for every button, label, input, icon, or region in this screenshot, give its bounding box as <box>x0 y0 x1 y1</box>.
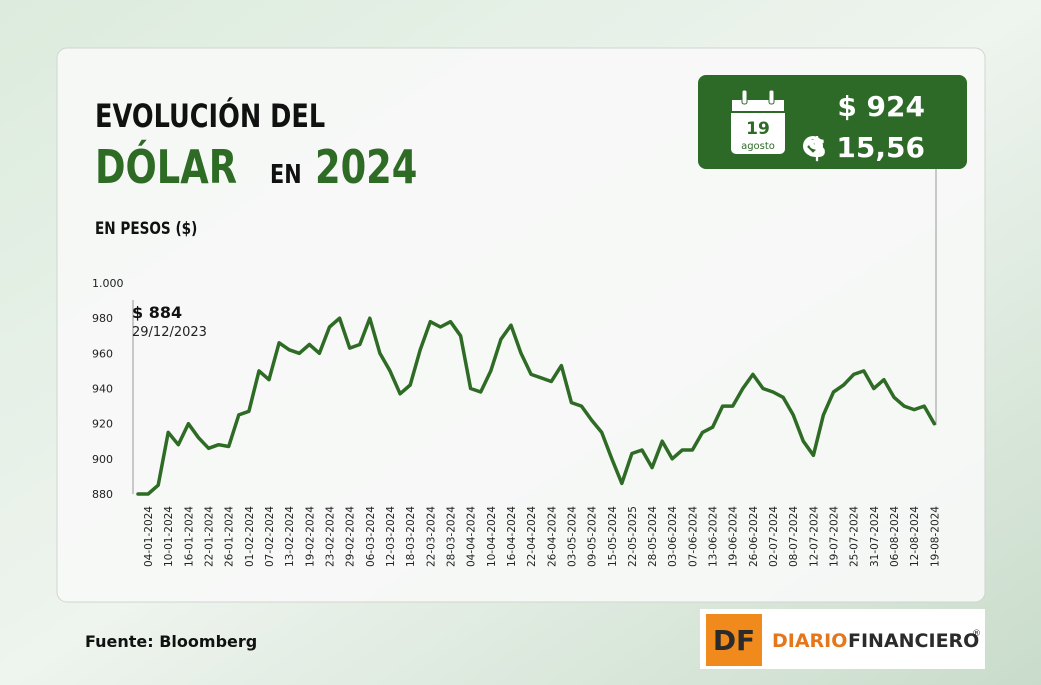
calendar-top <box>730 98 786 113</box>
y-tick-label: 940 <box>92 382 113 395</box>
y-tick-label: 920 <box>92 418 113 431</box>
x-tick-label: 13-06-2024 <box>708 506 720 567</box>
x-tick-label: 25-07-2024 <box>849 506 861 567</box>
calendar-ring <box>741 89 748 105</box>
x-tick-label: 28-05-2024 <box>647 506 659 567</box>
logo-mark: DF <box>713 624 755 657</box>
x-tick-label: 15-05-2024 <box>607 506 619 567</box>
x-tick-label: 06-08-2024 <box>889 506 901 567</box>
x-tick-label: 16-01-2024 <box>183 506 195 567</box>
title-line1: EVOLUCIÓN DEL <box>95 97 325 135</box>
title-word: DÓLAR <box>95 140 237 194</box>
x-tick-label: 18-03-2024 <box>405 506 417 567</box>
x-tick-label: 29-02-2024 <box>345 506 357 567</box>
annotation-date: 29/12/2023 <box>132 325 207 340</box>
stat-box: 19 agosto $ 924 $ 15,56 <box>698 75 967 169</box>
y-tick-label: 980 <box>92 312 113 325</box>
stat-price: $ 924 <box>837 90 925 123</box>
x-tick-label: 01-02-2024 <box>244 506 256 567</box>
logo-square <box>706 614 762 666</box>
x-tick-label: 04-04-2024 <box>466 506 478 567</box>
x-tick-label: 19-07-2024 <box>829 506 841 567</box>
x-tick-label: 07-02-2024 <box>264 506 276 567</box>
x-tick-label: 07-06-2024 <box>687 506 699 567</box>
stat-change: $ 15,56 <box>807 131 925 164</box>
y-tick-label: 900 <box>92 453 113 466</box>
y-tick-label: 1.000 <box>92 277 124 290</box>
x-tick-label: 23-02-2024 <box>325 506 337 567</box>
source: Fuente: Bloomberg <box>85 632 257 651</box>
line <box>136 316 937 496</box>
x-tick-label: 03-05-2024 <box>566 506 578 567</box>
x-tick-label: 22-03-2024 <box>425 506 437 567</box>
calendar-ring <box>768 89 775 105</box>
x-tick-label: 09-05-2024 <box>587 506 599 567</box>
x-tick-label: 08-07-2024 <box>788 506 800 567</box>
x-tick-label: 26-04-2024 <box>546 506 558 567</box>
x-tick-label: 13-02-2024 <box>284 506 296 567</box>
stat-day: 19 <box>746 119 770 139</box>
down-arrow <box>807 139 819 153</box>
x-tick-label: 12-08-2024 <box>909 506 921 567</box>
x-tick-label: 19-06-2024 <box>728 506 740 567</box>
x-tick-label: 19-02-2024 <box>304 506 316 567</box>
title: EVOLUCIÓN DEL DÓLAR EN 2024 EN PESOS ($) <box>95 97 417 238</box>
x-tick-label: 22-04-2024 <box>526 506 538 567</box>
x-tick-label: 12-03-2024 <box>385 506 397 567</box>
x-tick-label: 04-01-2024 <box>143 506 155 567</box>
x-tick-label: 28-03-2024 <box>445 506 457 567</box>
plot: 880 900 920 940 960 980 1.000 04-01-2024 10-01-2… <box>92 277 941 567</box>
logo-word1: DIARIO <box>772 630 847 652</box>
x-tick-label: 10-01-2024 <box>163 506 175 567</box>
title-en: EN <box>270 159 302 190</box>
logo-reg: ® <box>972 629 981 639</box>
annotation-value: $ 884 <box>132 303 182 322</box>
stat-month: agosto <box>741 141 775 152</box>
x-tick-label: 31-07-2024 <box>869 506 881 567</box>
x-tick-label: 12-07-2024 <box>808 506 820 567</box>
y-tick-label: 880 <box>92 488 113 501</box>
x-tick-label: 02-07-2024 <box>768 506 780 567</box>
x-tick-label: 26-06-2024 <box>748 506 760 567</box>
x-tick-label: 19-08-2024 <box>929 506 941 567</box>
y-tick-label: 960 <box>92 347 113 360</box>
x-tick-label: 26-01-2024 <box>224 506 236 567</box>
subtitle: EN PESOS ($) <box>95 219 197 239</box>
x-tick-label: 06-03-2024 <box>365 506 377 567</box>
x-tick-label: 22-01-2024 <box>204 506 216 567</box>
x-tick-label: 16-04-2024 <box>506 506 518 567</box>
x-tick-label: 03-06-2024 <box>667 506 679 567</box>
logo: DF DIARIO FINANCIERO ® <box>700 609 985 669</box>
logo-word2: FINANCIERO <box>848 630 979 652</box>
title-year: 2024 <box>315 140 417 194</box>
x-tick-label: 22-05-2025 <box>627 506 639 567</box>
card <box>56 47 986 603</box>
x-tick-label: 10-04-2024 <box>486 506 498 567</box>
